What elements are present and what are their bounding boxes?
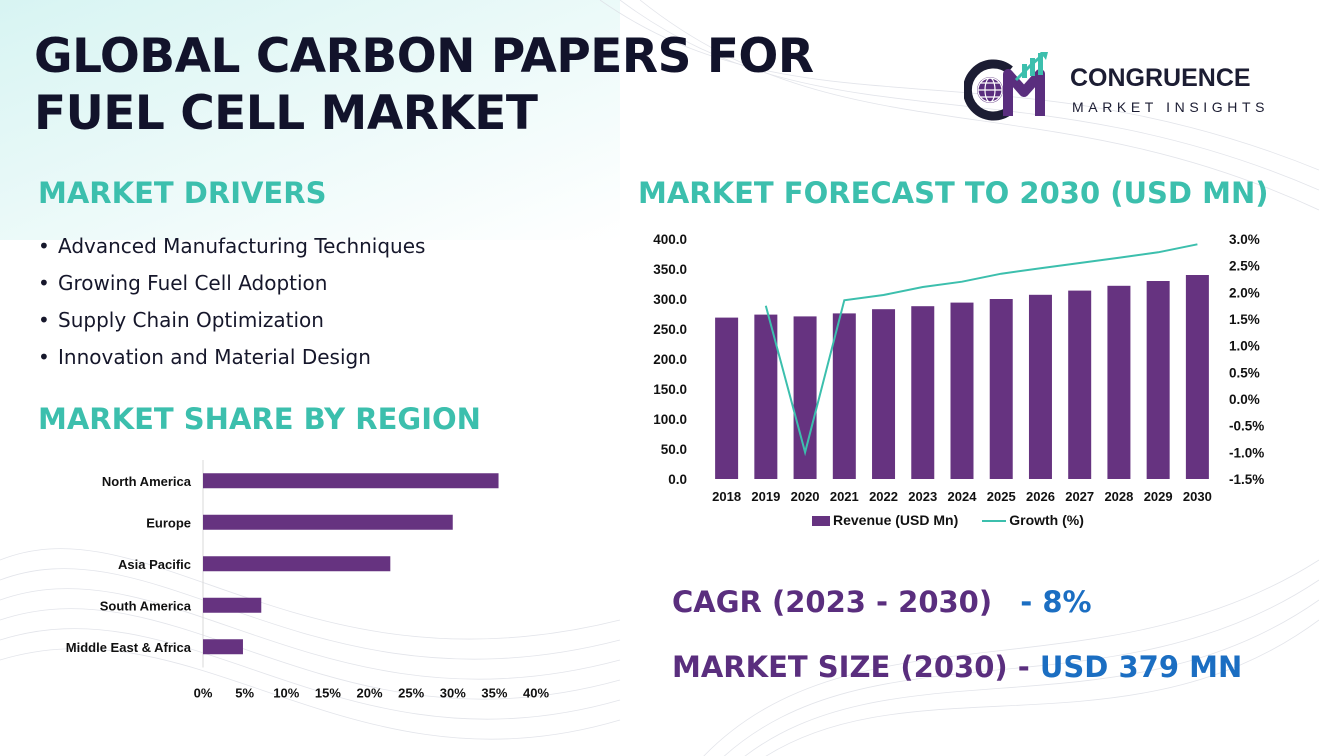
region-bar [203, 556, 391, 572]
forecast-heading: MARKET FORECAST TO 2030 (USD MN) [638, 176, 1269, 210]
driver-item: Growing Fuel Cell Adoption [38, 267, 425, 304]
revenue-bar [1068, 290, 1092, 479]
region-share-heading: MARKET SHARE BY REGION [38, 402, 481, 436]
forecast-y-tick-label: 250.0 [653, 322, 687, 337]
revenue-bar [989, 299, 1013, 479]
forecast-legend: Revenue (USD Mn) Growth (%) [812, 512, 1084, 528]
legend-revenue-swatch [812, 516, 830, 527]
forecast-x-tick-label: 2025 [987, 489, 1016, 504]
forecast-x-tick-label: 2020 [791, 489, 820, 504]
forecast-y2-tick-label: 2.0% [1229, 285, 1260, 300]
forecast-y2-tick-label: -1.0% [1229, 445, 1264, 460]
driver-item: Supply Chain Optimization [38, 304, 425, 341]
forecast-y2-tick-label: 0.5% [1229, 365, 1260, 380]
revenue-bar [1185, 275, 1209, 479]
forecast-y2-tick-label: 2.5% [1229, 259, 1260, 274]
revenue-bar [715, 317, 739, 479]
title-line-1: GLOBAL CARBON PAPERS FOR [34, 29, 814, 84]
forecast-y-tick-label: 50.0 [661, 442, 687, 457]
region-category-label: Middle East & Africa [66, 640, 192, 655]
cagr-label: CAGR (2023 - 2030) [672, 585, 993, 619]
market-size-value: USD 379 MN [1039, 650, 1243, 684]
forecast-y2-tick-label: -0.5% [1229, 419, 1264, 434]
cagr-stat: CAGR (2023 - 2030) - 8% [672, 585, 1092, 619]
forecast-y-tick-label: 100.0 [653, 412, 687, 427]
forecast-x-tick-label: 2023 [908, 489, 937, 504]
cagr-value: - 8% [1020, 585, 1092, 619]
forecast-y-tick-label: 350.0 [653, 262, 687, 277]
forecast-y2-tick-label: -1.5% [1229, 472, 1264, 487]
market-forecast-chart: 0.0 50.0 100.0 150.0 200.0 250.0 300.0 350.0 400… [653, 232, 1264, 504]
legend-growth-swatch [982, 520, 1007, 523]
driver-item: Advanced Manufacturing Techniques [38, 230, 425, 267]
region-x-tick-label: 10% [273, 686, 299, 701]
region-x-tick-label: 20% [356, 686, 382, 701]
region-bar [203, 514, 453, 530]
revenue-bar [1028, 294, 1052, 479]
market-drivers-list: Advanced Manufacturing Techniques Growin… [38, 230, 425, 378]
forecast-x-tick-label: 2028 [1104, 489, 1133, 504]
revenue-bar [950, 302, 974, 479]
forecast-x-tick-label: 2022 [869, 489, 898, 504]
region-category-label: South America [100, 598, 192, 613]
page-title: GLOBAL CARBON PAPERS FOR FUEL CELL MARKE… [34, 28, 814, 142]
revenue-bar [754, 314, 778, 479]
market-drivers-heading: MARKET DRIVERS [38, 176, 327, 210]
region-bar [203, 473, 499, 489]
forecast-y2-tick-label: 3.0% [1229, 232, 1260, 247]
forecast-x-tick-label: 2018 [712, 489, 741, 504]
forecast-x-tick-label: 2026 [1026, 489, 1055, 504]
region-share-chart: North America Europe Asia Pacific South Ame… [66, 460, 549, 701]
region-x-tick-label: 0% [194, 686, 213, 701]
forecast-x-tick-label: 2029 [1144, 489, 1173, 504]
forecast-x-tick-label: 2019 [751, 489, 780, 504]
region-x-tick-label: 40% [523, 686, 549, 701]
growth-line [764, 243, 1198, 457]
forecast-x-tick-label: 2027 [1065, 489, 1094, 504]
forecast-y-tick-label: 200.0 [653, 352, 687, 367]
logo-mark-icon [964, 52, 1048, 121]
revenue-bar [1146, 281, 1170, 479]
forecast-y2-tick-label: 1.5% [1229, 312, 1260, 327]
revenue-bar [832, 313, 856, 479]
region-x-tick-label: 30% [440, 686, 466, 701]
revenue-bar [911, 306, 935, 479]
logo-tagline: MARKET INSIGHTS [1072, 99, 1270, 115]
region-x-tick-label: 35% [481, 686, 507, 701]
forecast-y-tick-label: 0.0 [668, 472, 687, 487]
revenue-bar [793, 316, 817, 479]
region-bar [203, 639, 243, 655]
region-category-label: Asia Pacific [118, 557, 191, 572]
region-x-tick-label: 15% [315, 686, 341, 701]
region-x-tick-label: 5% [235, 686, 254, 701]
forecast-y-tick-label: 300.0 [653, 292, 687, 307]
forecast-x-tick-label: 2030 [1183, 489, 1212, 504]
revenue-bar [872, 309, 896, 479]
forecast-y2-tick-label: 0.0% [1229, 392, 1260, 407]
driver-item: Innovation and Material Design [38, 341, 425, 378]
market-size-stat: MARKET SIZE (2030) - USD 379 MN [672, 650, 1242, 684]
forecast-y-tick-label: 400.0 [653, 232, 687, 247]
market-size-label: MARKET SIZE (2030) - [672, 650, 1030, 684]
region-x-tick-label: 25% [398, 686, 424, 701]
company-logo: CONGRUENCE MARKET INSIGHTS [964, 50, 1284, 122]
forecast-x-tick-label: 2021 [830, 489, 859, 504]
forecast-x-tick-label: 2024 [948, 489, 978, 504]
legend-growth-label: Growth (%) [1009, 512, 1084, 528]
region-category-label: Europe [146, 515, 191, 530]
forecast-y-tick-label: 150.0 [653, 382, 687, 397]
forecast-y2-tick-label: 1.0% [1229, 339, 1260, 354]
region-bar [203, 597, 262, 613]
revenue-bar [1107, 285, 1131, 479]
region-category-label: North America [102, 474, 192, 489]
title-line-2: FUEL CELL MARKET [34, 86, 538, 141]
logo-brand-name: CONGRUENCE [1070, 64, 1251, 92]
legend-revenue-label: Revenue (USD Mn) [833, 512, 959, 528]
